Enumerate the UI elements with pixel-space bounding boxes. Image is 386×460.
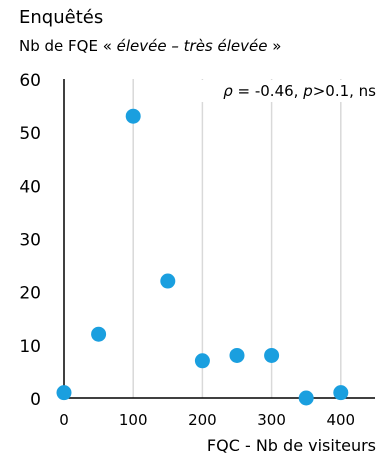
subtitle-emphasis: élevée – très élevée [116, 37, 268, 55]
p-value: >0.1, ns [313, 82, 376, 100]
data-point-3 [125, 108, 141, 124]
y-tick-label-10: 10 [19, 337, 41, 357]
x-axis-label: FQC - Nb de visiteurs [207, 436, 376, 455]
data-points [56, 108, 349, 406]
data-point-5 [194, 353, 210, 369]
y-tick-label-30: 30 [19, 231, 41, 251]
data-point-2 [91, 326, 107, 342]
data-point-7 [264, 347, 280, 363]
x-tick-label-200: 200 [188, 411, 217, 429]
x-tick-label-300: 300 [257, 411, 286, 429]
correlation-annotation: ρ = -0.46, p>0.1, ns [223, 82, 376, 100]
x-tick-label-100: 100 [119, 411, 148, 429]
chart-title: Enquêtés [19, 7, 104, 28]
data-point-8 [298, 390, 314, 406]
data-point-9 [333, 385, 349, 401]
y-tick-label-0: 0 [30, 390, 41, 410]
axes [63, 79, 375, 399]
y-tick-label-20: 20 [19, 284, 41, 304]
x-tick-labels: 0 100 200 300 400 [59, 411, 355, 429]
subtitle-suffix: » [267, 37, 282, 55]
chart-subtitle: Nb de FQE « élevée – très élevée » [19, 37, 281, 55]
x-tick-label-400: 400 [326, 411, 355, 429]
y-tick-label-50: 50 [19, 124, 41, 144]
p-symbol: p [302, 82, 313, 100]
rho-symbol: ρ [223, 82, 233, 100]
y-tick-labels: 0 10 20 30 40 50 60 [19, 71, 41, 410]
y-tick-label-40: 40 [19, 177, 41, 197]
annotation-background [176, 80, 381, 102]
data-point-6 [229, 347, 245, 363]
y-tick-label-60: 60 [19, 71, 41, 91]
subtitle-prefix: Nb de FQE « [19, 37, 117, 55]
x-tick-label-0: 0 [59, 411, 69, 429]
data-point-4 [160, 273, 176, 289]
rho-value: = -0.46, [233, 82, 303, 100]
grid-lines [132, 79, 342, 398]
data-point-1 [56, 385, 72, 401]
annotation-box [176, 80, 381, 102]
